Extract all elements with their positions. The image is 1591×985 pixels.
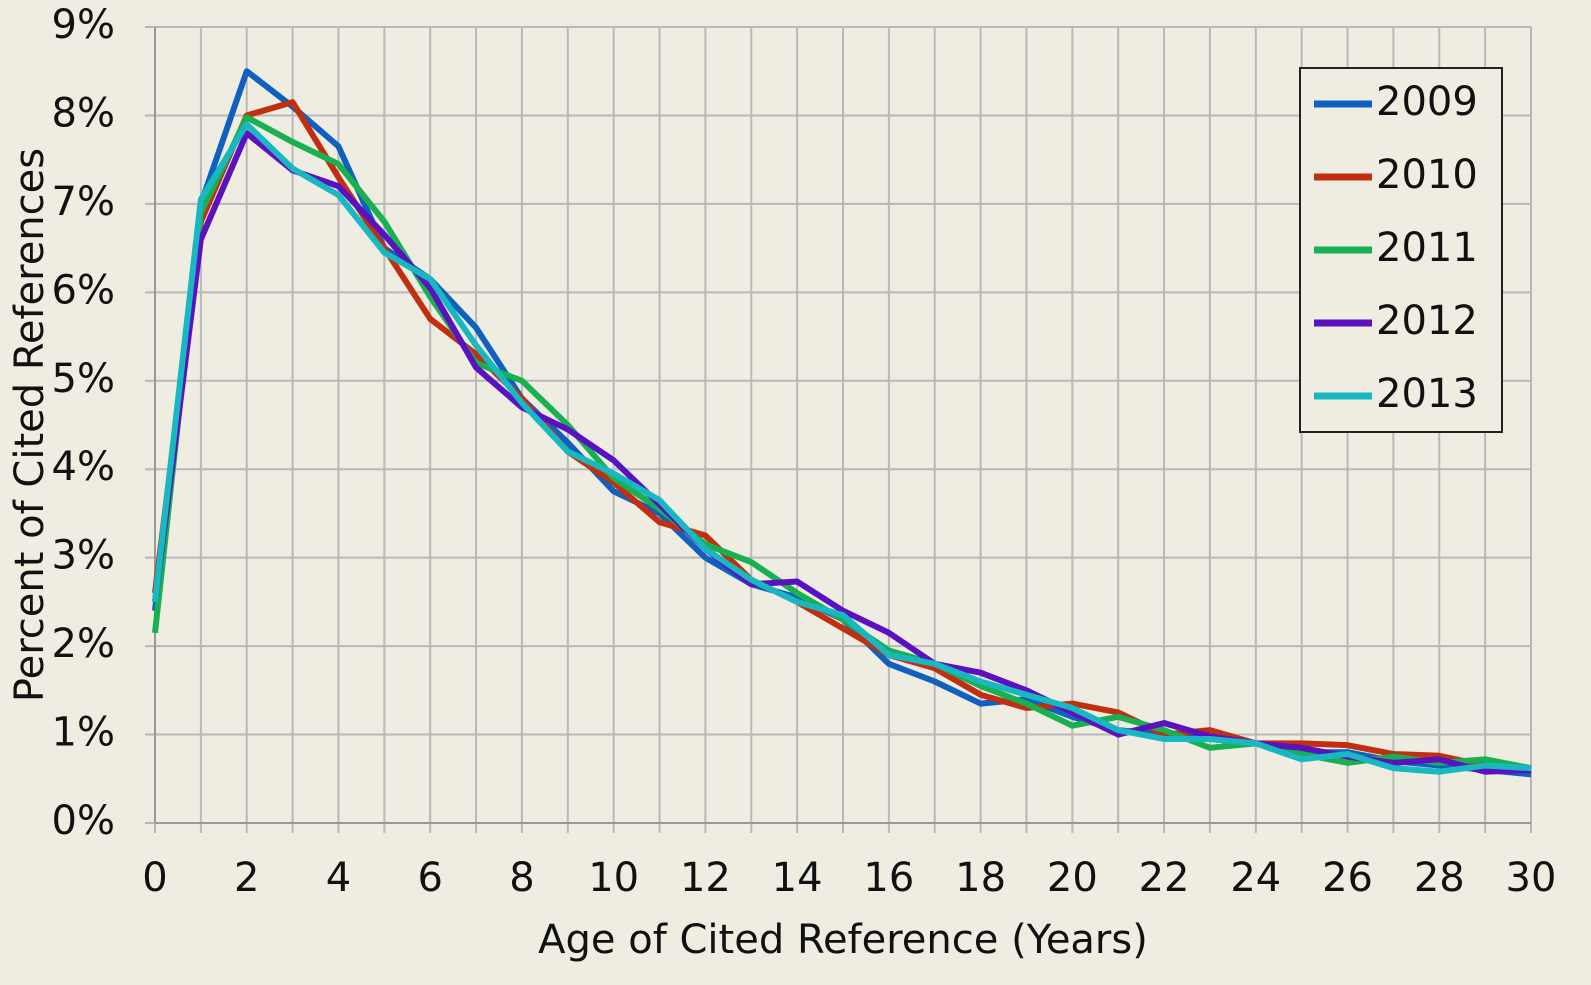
x-tick-label: 2 [234,855,259,901]
x-tick-label: 14 [772,855,823,901]
y-tick-label: 9% [52,2,115,48]
y-axis-label: Percent of Cited References [7,148,53,702]
x-tick-label: 24 [1230,855,1281,901]
x-tick-label: 26 [1322,855,1373,901]
legend-label: 2011 [1376,225,1478,271]
x-tick-label: 4 [326,855,351,901]
x-tick-label: 18 [955,855,1006,901]
y-tick-label: 5% [52,356,115,402]
y-tick-label: 2% [52,621,115,667]
y-tick-label: 8% [52,90,115,136]
x-axis-label: Age of Cited Reference (Years) [538,917,1148,963]
x-tick-label: 28 [1414,855,1465,901]
y-tick-label: 7% [52,179,115,225]
x-tick-label: 16 [863,855,914,901]
x-tick-label: 20 [1047,855,1098,901]
x-tick-label: 10 [588,855,639,901]
series-line [152,114,1532,772]
y-tick-label: 1% [52,710,115,756]
legend-label: 2013 [1376,371,1478,417]
x-tick-label: 6 [417,855,442,901]
x-tick-label: 8 [509,855,534,901]
series-line [152,130,1532,775]
y-tick-label: 3% [52,533,115,579]
x-tick-label: 12 [680,855,731,901]
legend-label: 2012 [1376,298,1478,344]
x-tick-label: 0 [142,855,167,901]
y-tick-label: 6% [52,267,115,313]
legend-label: 2010 [1376,152,1478,198]
x-tick-label: 30 [1506,855,1557,901]
y-tick-label: 4% [52,444,115,490]
y-tick-label: 0% [52,798,115,844]
x-tick-label: 22 [1139,855,1190,901]
legend-label: 2009 [1376,79,1478,125]
series-line [152,121,1532,775]
